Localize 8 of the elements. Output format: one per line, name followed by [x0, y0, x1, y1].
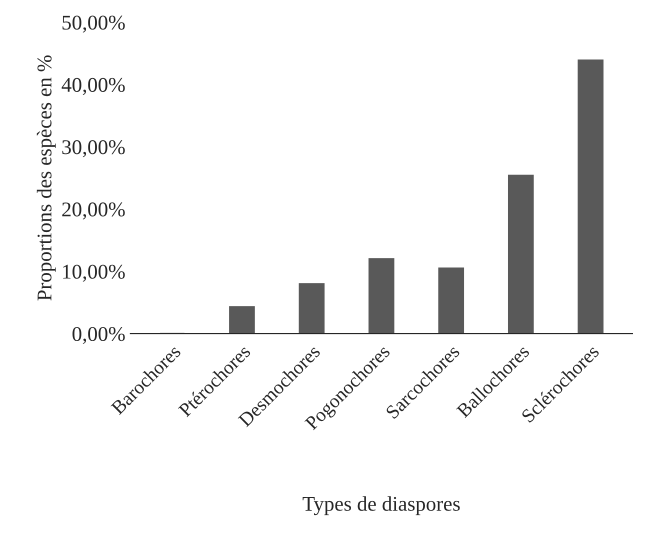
y-tick-label: 40,00%	[62, 78, 125, 95]
y-tick-label: 10,00%	[63, 264, 125, 282]
y-tick-label: 50,00%	[62, 16, 125, 33]
y-tick-label: 0,00%	[72, 326, 125, 344]
x-axis-title: Types de diaspores	[302, 496, 460, 516]
y-tick-label: 20,00%	[62, 202, 125, 220]
y-axis-title: Proportions des espèces en %	[36, 55, 56, 301]
y-tick-label: 30,00%	[62, 140, 125, 158]
